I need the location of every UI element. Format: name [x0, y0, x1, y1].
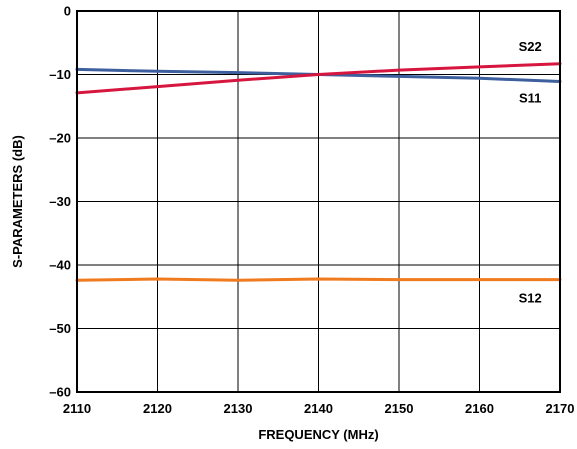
series-line-s22 [75, 62, 562, 95]
x-tick-label: 2130 [224, 401, 253, 416]
series-label-s11: S11 [519, 90, 541, 105]
series-line-s12 [75, 277, 562, 282]
series-label-s12: S12 [519, 291, 542, 306]
x-axis-title: FREQUENCY (MHz) [258, 427, 378, 442]
y-tick-label: 0 [64, 4, 71, 19]
x-tick-label: 2160 [465, 401, 494, 416]
x-tick-label: 2140 [304, 401, 333, 416]
y-tick-labels: 0 –10 –20 –30 –40 –50 –60 [49, 4, 71, 400]
y-tick-label: –30 [49, 194, 71, 209]
y-tick-label: –60 [49, 385, 71, 400]
y-tick-label: –40 [49, 258, 71, 273]
series-group [75, 62, 562, 282]
series-labels: S22 S11 S12 [519, 39, 542, 306]
series-label-s22: S22 [519, 39, 542, 54]
x-tick-labels: 2110 2120 2130 2140 2150 2160 2170 [63, 401, 575, 416]
grid [76, 10, 561, 393]
y-tick-label: –20 [49, 131, 71, 146]
y-axis-title: S-PARAMETERS (dB) [10, 135, 25, 268]
y-tick-label: –50 [49, 321, 71, 336]
x-tick-label: 2110 [63, 401, 91, 416]
x-tick-label: 2120 [143, 401, 172, 416]
y-tick-label: –10 [49, 67, 71, 82]
x-tick-label: 2170 [546, 401, 575, 416]
plot-frame [76, 10, 561, 393]
x-tick-label: 2150 [385, 401, 414, 416]
